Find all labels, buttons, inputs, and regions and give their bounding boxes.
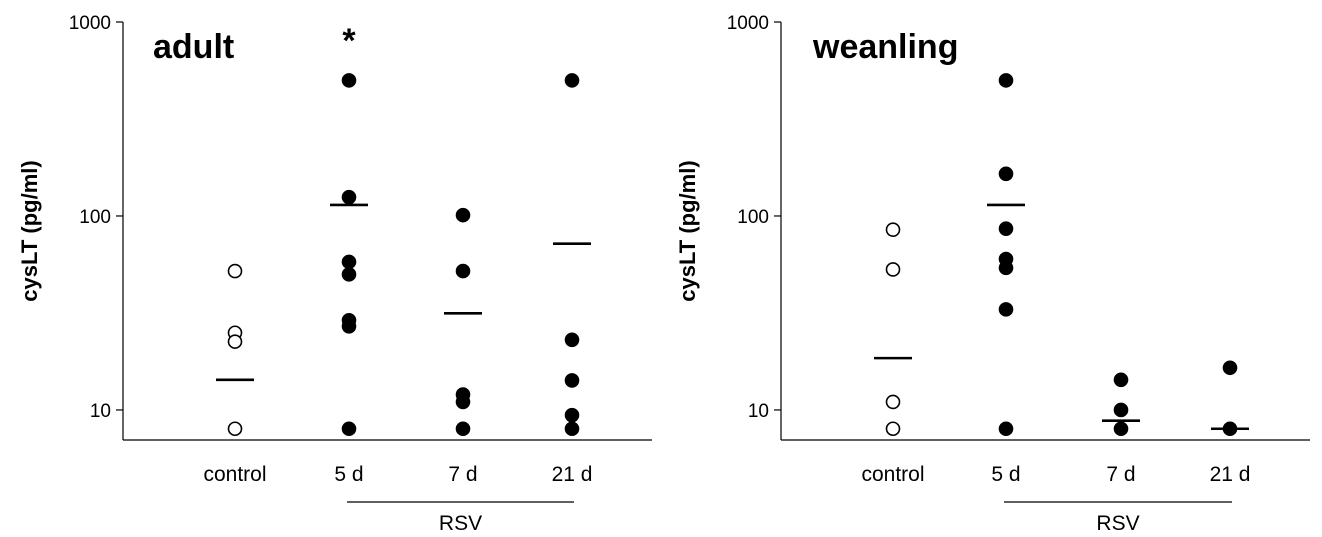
significance-star: * — [342, 22, 356, 60]
data-point — [455, 421, 471, 437]
data-point — [455, 207, 471, 223]
data-point — [227, 334, 243, 349]
y-tick-label: 100 — [79, 207, 111, 228]
data-point — [564, 373, 580, 388]
data-point — [227, 263, 243, 279]
data-point — [885, 222, 901, 237]
chart-panel-adult: 10 100 1000 cysLT (pg/ml) adult control 5 d 7 d… — [17, 13, 652, 535]
data-point — [998, 73, 1014, 88]
group-label: RSV — [439, 512, 482, 535]
group-label: RSV — [1096, 512, 1139, 535]
data-point — [341, 73, 357, 88]
data-point — [341, 421, 357, 437]
data-point — [1222, 360, 1238, 376]
chart-panel-weanling: 10 100 1000 cysLT (pg/ml) weanling control 5 d… — [675, 13, 1310, 535]
data-point — [885, 421, 901, 437]
y-tick-label: 1000 — [69, 13, 111, 34]
data-point — [341, 318, 357, 334]
data-point — [341, 267, 357, 282]
data-point — [998, 302, 1014, 317]
x-category-label: 7 d — [1106, 463, 1135, 486]
data-point — [341, 189, 357, 205]
data-point — [227, 421, 243, 437]
y-axis-label: cysLT (pg/ml) — [675, 160, 700, 301]
data-point — [455, 394, 471, 410]
x-category-label: 5 d — [991, 463, 1020, 486]
x-category-label: 21 d — [552, 463, 593, 486]
data-point — [998, 166, 1014, 182]
data-point — [1113, 421, 1129, 437]
data-point — [341, 254, 357, 270]
y-tick-label: 1000 — [727, 13, 769, 34]
x-category-label: control — [203, 463, 266, 486]
data-point — [885, 262, 901, 277]
data-point — [564, 407, 580, 423]
data-point — [564, 332, 580, 348]
data-point — [998, 221, 1014, 236]
x-category-label: 21 d — [1210, 463, 1251, 486]
panel-title: weanling — [812, 28, 958, 66]
data-point — [455, 263, 471, 279]
x-category-label: 7 d — [448, 463, 477, 486]
data-point — [564, 73, 580, 88]
y-tick-label: 10 — [90, 401, 111, 422]
data-point — [1113, 372, 1129, 388]
data-point — [885, 394, 901, 410]
data-point — [998, 260, 1014, 276]
y-tick-label: 10 — [748, 401, 769, 422]
y-tick-label: 100 — [737, 207, 769, 228]
x-category-label: 5 d — [334, 463, 363, 486]
data-point — [998, 421, 1014, 437]
data-point — [564, 421, 580, 437]
data-point — [1113, 402, 1129, 418]
y-axis-label: cysLT (pg/ml) — [17, 160, 42, 301]
panel-title: adult — [153, 28, 234, 66]
x-category-label: control — [861, 463, 924, 486]
